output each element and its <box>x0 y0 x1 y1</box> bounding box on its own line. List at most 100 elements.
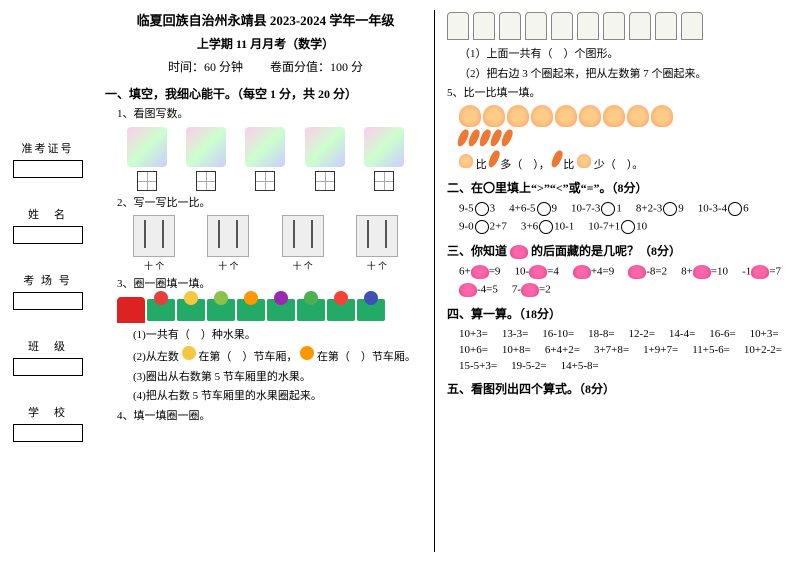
eq-bf: -1=7 <box>742 265 781 279</box>
sticks-icon <box>305 127 345 167</box>
rabbit-icon <box>483 105 505 127</box>
q4-label: 4、填一填圈一圈。 <box>117 408 426 425</box>
train-engine-icon <box>117 297 145 323</box>
input-exam-id[interactable] <box>13 160 83 178</box>
label-name: 姓 名 <box>28 206 67 222</box>
field-room: 考 场 号 <box>0 272 95 310</box>
eq: 12-2= <box>629 328 655 340</box>
answer-box[interactable] <box>374 171 394 191</box>
field-school: 学 校 <box>0 404 95 442</box>
eq: 19-5-2= <box>511 360 547 372</box>
eq: 10+8= <box>502 344 531 356</box>
eq-bf: -4=5 <box>459 283 498 297</box>
input-room[interactable] <box>13 292 83 310</box>
q3-3: (3)圈出从右数第 5 节车厢里的水果。 <box>133 369 426 386</box>
eq: 3+7+8= <box>594 344 629 356</box>
input-school[interactable] <box>13 424 83 442</box>
butterfly-icon <box>693 265 711 279</box>
train <box>117 297 414 323</box>
rabbit-icon <box>555 105 577 127</box>
score-text: 卷面分值：100 分 <box>270 60 363 74</box>
fruit-icon <box>274 291 288 305</box>
cylinder-icon <box>603 12 625 40</box>
q1-images <box>117 127 414 167</box>
input-class[interactable] <box>13 358 83 376</box>
eq-bf: +4=9 <box>573 265 614 279</box>
eq: 10+3= <box>459 328 488 340</box>
eq: 10-7+110 <box>588 220 647 234</box>
rabbit-icon <box>603 105 625 127</box>
eq: 1+9+7= <box>643 344 678 356</box>
eq: 9-02+7 <box>459 220 507 234</box>
time-text: 时间：60 分钟 <box>168 60 243 74</box>
cylinder-icon <box>447 12 469 40</box>
answer-box[interactable] <box>315 171 335 191</box>
eq: 11+5-6= <box>692 344 730 356</box>
abacus-4: 十 个 <box>356 215 398 272</box>
rabbit-row <box>459 105 784 127</box>
cubes-icon <box>364 127 404 167</box>
train-car <box>207 299 235 321</box>
answer-box[interactable] <box>255 171 275 191</box>
eq: 6+4+2= <box>545 344 580 356</box>
eq: 9-53 <box>459 202 495 216</box>
pineapple-icon <box>127 127 167 167</box>
butterfly-icon <box>521 283 539 297</box>
q4-2: （2）把右边 3 个圈起来，把从左数第 7 个圈起来。 <box>459 66 784 83</box>
sec2-items: 9-53 4+6-59 10-7-31 8+2-39 10-3-46 9-02+… <box>459 200 784 236</box>
q1-label: 1、看图写数。 <box>117 106 426 123</box>
q2-label: 2、写一写比一比。 <box>117 195 426 212</box>
eq: 15-5+3= <box>459 360 497 372</box>
train-car <box>147 299 175 321</box>
eq: 14+5-8= <box>561 360 599 372</box>
field-exam-id: 准考证号 <box>0 140 95 178</box>
butterfly-icon <box>751 265 769 279</box>
counter-icon <box>245 127 285 167</box>
input-name[interactable] <box>13 226 83 244</box>
rabbit-icon <box>651 105 673 127</box>
section3-title: 三、你知道 的后面藏的是几呢？（8分） <box>447 242 784 259</box>
fruit-icon <box>244 291 258 305</box>
answer-box[interactable] <box>137 171 157 191</box>
time-line: 时间：60 分钟 卷面分值：100 分 <box>105 58 426 75</box>
eq-bf: 6+=9 <box>459 265 500 279</box>
train-car <box>357 299 385 321</box>
q3-label: 3、圈一圈填一填。 <box>117 276 426 293</box>
sidebar: 准考证号 姓 名 考 场 号 班 级 学 校 <box>0 140 95 442</box>
butterfly-icon <box>459 283 477 297</box>
eq-bf: 7-=2 <box>512 283 551 297</box>
rabbit-icon <box>507 105 529 127</box>
butterfly-icon <box>529 265 547 279</box>
fruit-icon <box>184 291 198 305</box>
fruit-icon <box>154 291 168 305</box>
rabbit-icon <box>531 105 553 127</box>
butterfly-icon <box>573 265 591 279</box>
eq-bf: 10-=4 <box>514 265 558 279</box>
left-column: 临夏回族自治州永靖县 2023-2024 学年一年级 上学期 11 月月考（数学… <box>105 10 435 552</box>
rabbit-icon <box>627 105 649 127</box>
fruit-inline-icon <box>182 346 196 360</box>
eq: 8+2-39 <box>636 202 684 216</box>
cylinder-icon <box>499 12 521 40</box>
abacus-2: 十 个 <box>207 215 249 272</box>
train-car <box>327 299 355 321</box>
answer-box[interactable] <box>196 171 216 191</box>
balloon-icon <box>186 127 226 167</box>
q1-boxes <box>117 171 414 191</box>
train-car <box>267 299 295 321</box>
eq: 10-7-31 <box>571 202 622 216</box>
train-car <box>177 299 205 321</box>
carrot-inline-icon <box>486 149 501 169</box>
q5-compare: 比 多（ ）， 比 少（ ）。 <box>459 150 784 174</box>
abacus-3: 十 个 <box>282 215 324 272</box>
q4-1: （1）上面一共有（ ）个图形。 <box>459 46 784 63</box>
butterfly-icon <box>471 265 489 279</box>
label-class: 班 级 <box>28 338 67 354</box>
eq: 10+2-2= <box>744 344 782 356</box>
eq: 4+6-59 <box>509 202 557 216</box>
abacus-1: 十 个 <box>133 215 175 272</box>
label-school: 学 校 <box>28 404 67 420</box>
fruit-icon <box>304 291 318 305</box>
content: 临夏回族自治州永靖县 2023-2024 学年一年级 上学期 11 月月考（数学… <box>105 10 784 552</box>
cylinder-icon <box>681 12 703 40</box>
